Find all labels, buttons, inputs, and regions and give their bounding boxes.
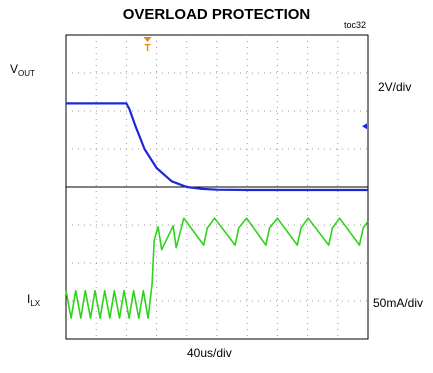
ilx-label: ILX: [27, 292, 41, 308]
chart-title: OVERLOAD PROTECTION: [122, 6, 311, 23]
figure-id: toc32: [344, 20, 367, 30]
trigger-marker-label: T: [144, 43, 150, 54]
grid: [66, 35, 368, 339]
ilx-scale-label: 50mA/div: [373, 296, 424, 310]
series-line-vout: [66, 102, 368, 192]
trigger-arrow-marker: [143, 37, 152, 42]
traces: [65, 102, 369, 319]
series-line-ilx: [65, 217, 369, 319]
vout-ground-marker: [362, 123, 367, 130]
vout-label: VOUT: [10, 62, 35, 78]
markers: T: [143, 37, 367, 130]
time-scale-label: 40us/div: [187, 346, 232, 360]
vout-scale-label: 2V/div: [378, 80, 412, 94]
